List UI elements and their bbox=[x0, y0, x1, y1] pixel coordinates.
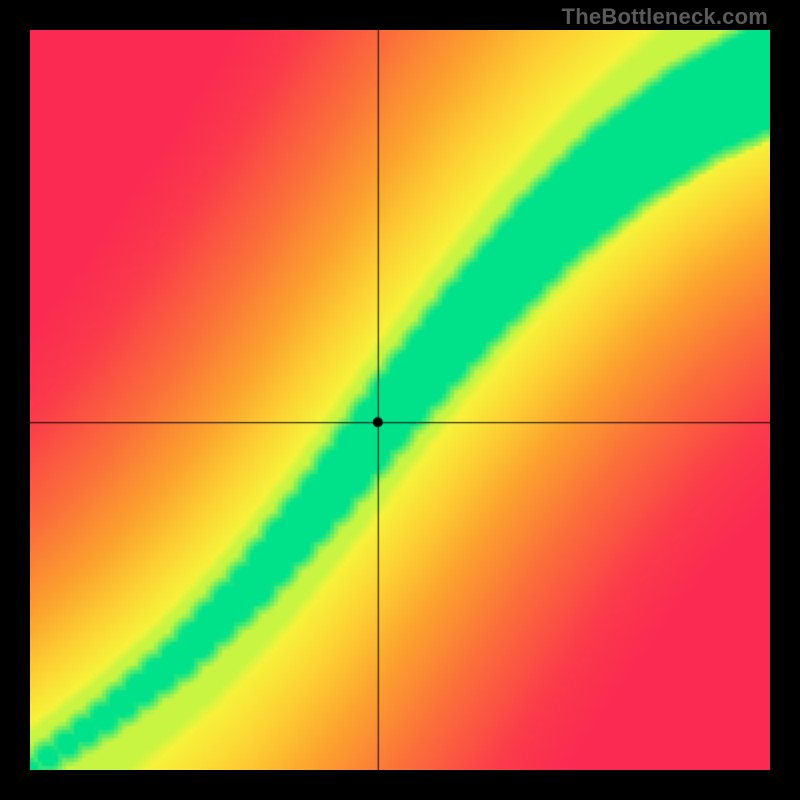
watermark-text: TheBottleneck.com bbox=[562, 4, 768, 30]
heatmap-canvas bbox=[30, 30, 770, 770]
chart-container: TheBottleneck.com bbox=[0, 0, 800, 800]
